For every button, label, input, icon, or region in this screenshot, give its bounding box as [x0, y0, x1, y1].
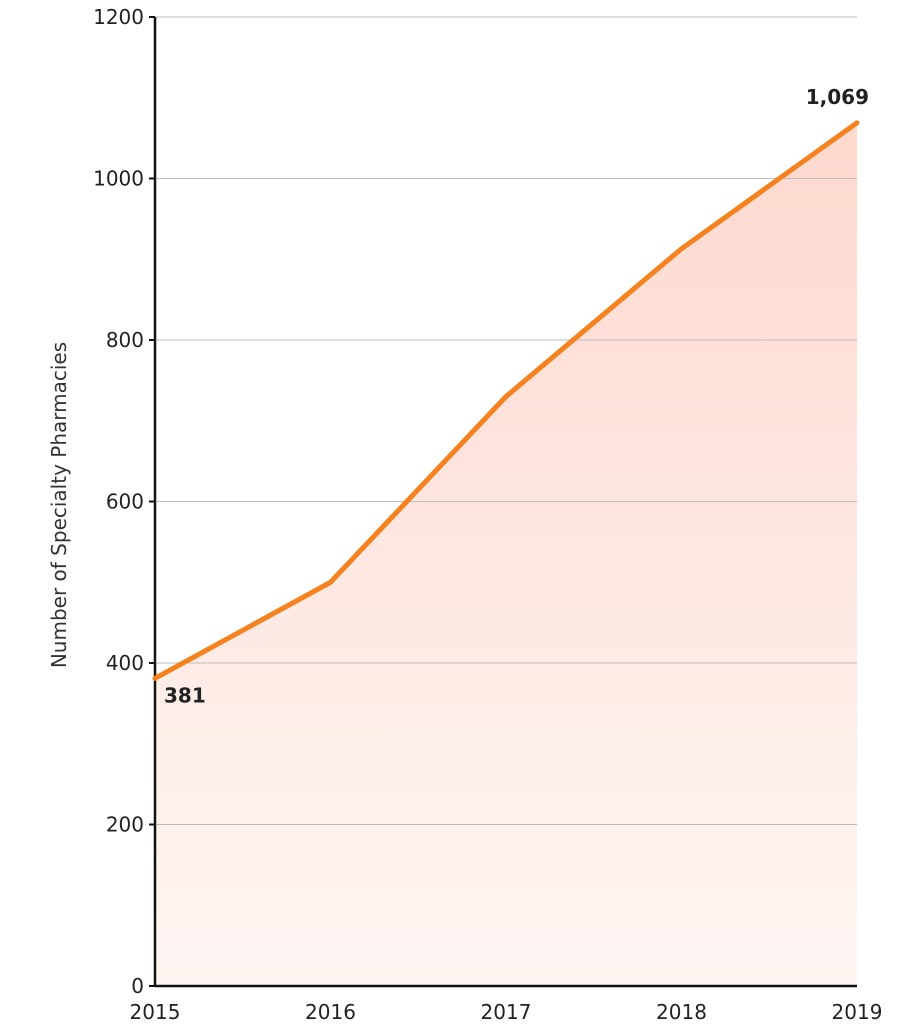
- y-tick-label-800: 800: [106, 328, 144, 352]
- y-tick-label-600: 600: [106, 490, 144, 514]
- x-axis-tick-labels: 2015 2016 2017 2018 2019: [130, 1000, 883, 1024]
- y-tick-label-0: 0: [131, 974, 144, 998]
- x-tick-label-2018: 2018: [656, 1000, 707, 1024]
- series-line: [152, 120, 860, 681]
- area-fill-layer: [155, 122, 857, 987]
- y-tick-label-400: 400: [106, 651, 144, 675]
- data-label-2019: 1,069: [806, 85, 869, 109]
- y-tick-label-1200: 1200: [93, 5, 144, 29]
- x-tick-label-2019: 2019: [832, 1000, 883, 1024]
- y-axis-tick-labels: 0 200 400 600 800 1000 1200: [93, 5, 144, 998]
- axes: [149, 16, 857, 988]
- x-tick-label-2016: 2016: [305, 1000, 356, 1024]
- series-line-layer: [152, 120, 860, 681]
- y-tick-label-200: 200: [106, 813, 144, 837]
- gridlines: [155, 16, 857, 825]
- data-labels: 381 1,069: [164, 85, 869, 708]
- y-axis-title: Number of Specialty Pharmacies: [47, 342, 71, 668]
- y-tick-label-1000: 1000: [93, 167, 144, 191]
- x-tick-label-2015: 2015: [130, 1000, 181, 1024]
- data-label-2015: 381: [164, 683, 206, 707]
- series-area: [155, 122, 857, 987]
- x-tick-label-2017: 2017: [481, 1000, 532, 1024]
